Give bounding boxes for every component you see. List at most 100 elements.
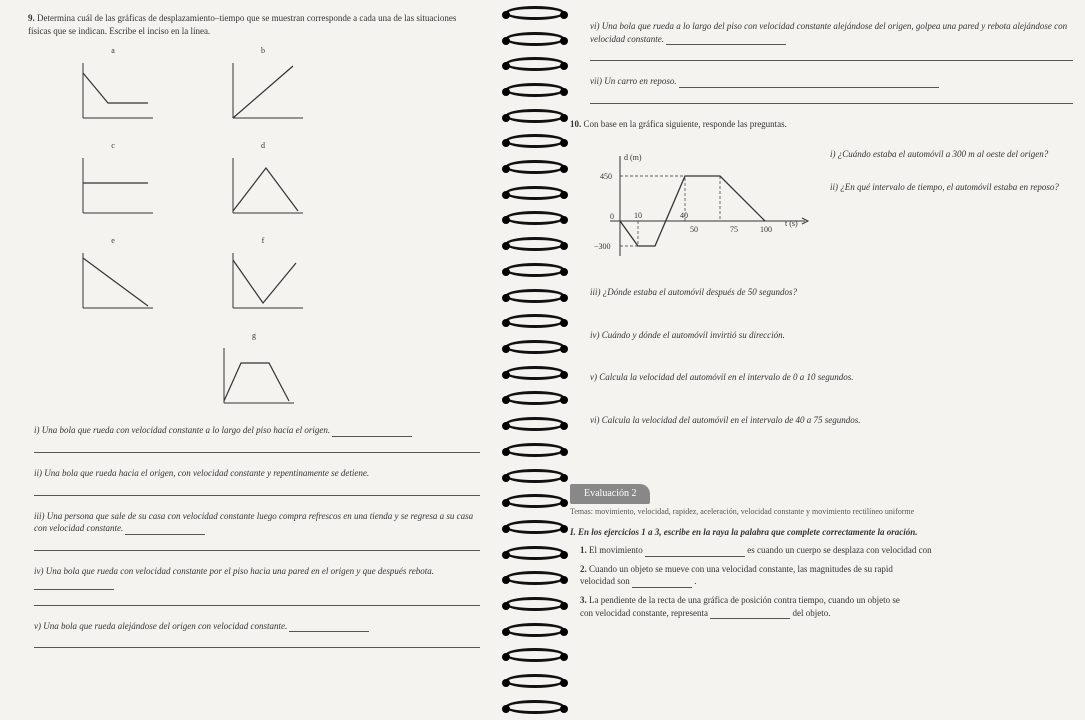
eval-1b: es cuando un cuerpo se desplaza con velo… [747, 545, 931, 555]
item-v: v) Una bola que rueda alejándose del ori… [34, 620, 480, 649]
item-vii: vii) Un carro en reposo. [590, 75, 1073, 104]
item-vi-text: Una bola que rueda a lo largo del piso c… [590, 21, 1067, 44]
blank-ii[interactable] [34, 486, 480, 496]
page-right: vi) Una bola que rueda a lo largo del pi… [510, 0, 1085, 720]
q10-sub-v: Calcula la velocidad del automóvil en el… [599, 372, 853, 382]
q10-number: 10. [570, 119, 581, 129]
eval-n2: 2. [580, 564, 587, 574]
graph-a-label: a [68, 45, 158, 56]
graph-b-svg [218, 58, 308, 128]
roman-iii: iii) [34, 511, 45, 521]
graph-g: g [209, 330, 299, 417]
graph-c-label: c [68, 140, 158, 151]
page-left: 9. Determina cuál de las gráficas de des… [0, 0, 510, 720]
item-v-text: Una bola que rueda alejándose del origen… [43, 621, 287, 631]
graph-d-label: d [218, 140, 308, 151]
item-ii-text: Una bola que rueda hacia el origen, con … [44, 468, 369, 478]
q10-v: v) Calcula la velocidad del automóvil en… [590, 371, 1073, 384]
eval-instr-num: I. [570, 527, 576, 537]
blank-v-2[interactable] [34, 638, 480, 648]
graph-b: b [218, 45, 308, 132]
graph-c-svg [68, 153, 158, 223]
graph-row-2: c d [68, 140, 480, 227]
blank-vii-2[interactable] [590, 94, 1073, 104]
graph-row-1: a b [68, 45, 480, 132]
q10-sub-vi: Calcula la velocidad del automóvil en el… [602, 415, 861, 425]
blank-vi[interactable] [666, 35, 786, 45]
item-iii: iii) Una persona que sale de su casa con… [34, 510, 480, 551]
graph-f-svg [218, 248, 308, 318]
q9-number: 9. [28, 13, 35, 23]
item-i-text: Una bola que rueda con velocidad constan… [42, 425, 330, 435]
q9-text: Determina cuál de las gráficas de despla… [28, 13, 456, 36]
roman-i: i) [34, 425, 40, 435]
q10-vi: vi) Calcula la velocidad del automóvil e… [590, 414, 1073, 427]
eval-2: 2. Cuando un objeto se mueve con una vel… [580, 563, 1073, 588]
q10-chart-row: d (m) 450 0 −300 10 40 50 75 100 t (s) i… [570, 138, 1073, 278]
q10-sub-iii: ¿Dónde estaba el automóvil después de 50… [603, 287, 797, 297]
r-ii: ii) [830, 182, 838, 192]
graph-e-label: e [68, 235, 158, 246]
blank-v[interactable] [289, 622, 369, 632]
y-450: 450 [600, 172, 612, 181]
blank-iii-2[interactable] [34, 541, 480, 551]
blank-i-2[interactable] [34, 443, 480, 453]
r-i: i) [830, 149, 836, 159]
eval-title: Evaluación 2 [570, 484, 650, 504]
eval-1a: El movimiento [589, 545, 643, 555]
blank-iii[interactable] [125, 525, 205, 535]
graph-row-3: e f [68, 235, 480, 322]
graph-f-label: f [218, 235, 308, 246]
axis-x-label: t (s) [785, 219, 798, 228]
eval-3-blank[interactable] [710, 609, 790, 619]
q10-sub-iv: Cuándo y dónde el automóvil invirtió su … [602, 330, 785, 340]
graph-f: f [218, 235, 308, 322]
x-40: 40 [680, 211, 688, 220]
graph-g-svg [209, 343, 299, 413]
graph-e-svg [68, 248, 158, 318]
graph-e: e [68, 235, 158, 322]
eval-3b: con velocidad constante, representa [580, 608, 708, 618]
roman-v: v) [34, 621, 41, 631]
q10-sub-ii: ¿En qué intervalo de tiempo, el automóvi… [840, 182, 1059, 192]
x-100: 100 [760, 225, 772, 234]
r-iv: iv) [590, 330, 600, 340]
eval-3a: La pendiente de la recta de una gráfica … [589, 595, 900, 605]
blank-iv-2[interactable] [34, 596, 480, 606]
graph-d: d [218, 140, 308, 227]
evaluation-section: Evaluación 2 Temas: movimiento, velocida… [570, 466, 1073, 619]
graph-d-svg [218, 153, 308, 223]
blank-vii[interactable] [679, 78, 939, 88]
blank-i[interactable] [332, 427, 412, 437]
item-iii-text: Una persona que sale de su casa con velo… [34, 511, 473, 534]
item-iv-text: Una bola que rueda con velocidad constan… [46, 566, 434, 576]
eval-1-blank[interactable] [645, 547, 745, 557]
item-i: i) Una bola que rueda con velocidad cons… [34, 424, 480, 453]
x-50: 50 [690, 225, 698, 234]
eval-3c: del objeto. [792, 608, 830, 618]
eval-instruction: I. En los ejercicios 1 a 3, escribe en l… [570, 526, 1073, 539]
question-10: 10. Con base en la gráfica siguiente, re… [570, 118, 1073, 131]
eval-2b: velocidad son [580, 576, 630, 586]
eval-n1: 1. [580, 545, 587, 555]
question-9: 9. Determina cuál de las gráficas de des… [28, 12, 480, 37]
eval-n3: 3. [580, 595, 587, 605]
q10-text: Con base en la gráfica siguiente, respon… [584, 119, 787, 129]
q10-sub-i: ¿Cuándo estaba el automóvil a 300 m al o… [838, 149, 1048, 159]
eval-subtitle: Temas: movimiento, velocidad, rapidez, a… [570, 506, 1073, 517]
graph-b-label: b [218, 45, 308, 56]
q10-chart: d (m) 450 0 −300 10 40 50 75 100 t (s) [590, 146, 820, 270]
eval-3: 3. La pendiente de la recta de una gráfi… [580, 594, 1073, 619]
q10-iii: iii) ¿Dónde estaba el automóvil después … [590, 286, 1073, 299]
item-ii: ii) Una bola que rueda hacia el origen, … [34, 467, 480, 496]
blank-iv[interactable] [34, 580, 114, 590]
q10-svg: d (m) 450 0 −300 10 40 50 75 100 t (s) [590, 146, 820, 266]
blank-vi-2[interactable] [590, 51, 1073, 61]
r-v: v) [590, 372, 597, 382]
y-0: 0 [610, 212, 614, 221]
item-vi: vi) Una bola que rueda a lo largo del pi… [590, 20, 1073, 61]
graph-c: c [68, 140, 158, 227]
eval-2-blank[interactable] [632, 578, 692, 588]
y-neg300: −300 [594, 242, 611, 251]
x-10: 10 [634, 211, 642, 220]
